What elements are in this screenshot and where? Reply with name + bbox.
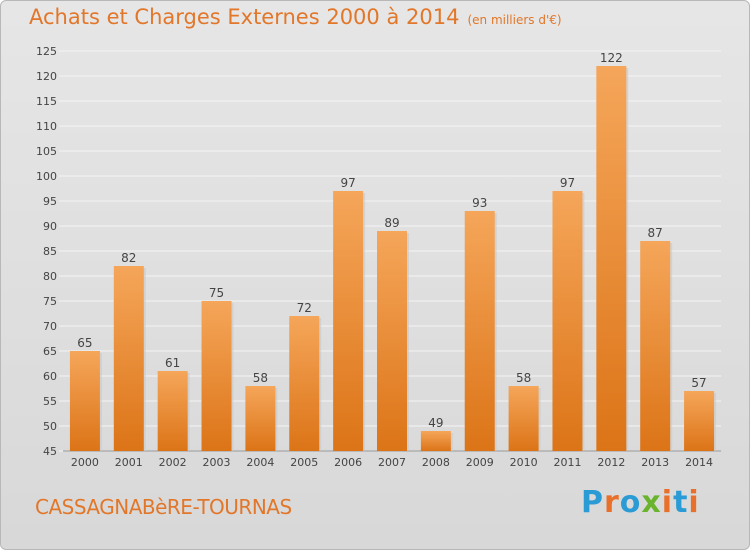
data-label: 65 (77, 336, 92, 350)
y-tick-label: 85 (43, 245, 57, 258)
bar (552, 191, 583, 451)
bar (464, 211, 495, 451)
bar (245, 386, 276, 451)
proxiti-logo: Proxiti (581, 485, 700, 520)
logo-letter: P (581, 485, 604, 520)
logo-letter: i (661, 485, 674, 520)
data-label: 89 (384, 216, 399, 230)
bar (333, 191, 364, 451)
y-tick-label: 80 (43, 270, 57, 283)
x-tick-label: 2008 (422, 456, 450, 469)
y-tick-label: 50 (43, 420, 57, 433)
chart-subtitle: (en milliers d'€) (467, 13, 562, 27)
bar (420, 431, 451, 451)
x-tick-label: 2002 (159, 456, 187, 469)
y-tick-label: 65 (43, 345, 57, 358)
bar (640, 241, 671, 451)
data-label: 93 (472, 196, 487, 210)
x-tick-label: 2005 (290, 456, 318, 469)
data-label: 122 (600, 51, 623, 65)
y-tick-label: 110 (36, 120, 57, 133)
y-tick-label: 120 (36, 70, 57, 83)
town-name: CASSAGNABèRE-TOURNAS (35, 495, 292, 519)
bar (377, 231, 407, 451)
bar (157, 371, 188, 451)
x-tick-label: 2010 (510, 456, 538, 469)
chart-title-text: Achats et Charges Externes 2000 à 2014 (29, 5, 460, 29)
data-label: 61 (165, 356, 180, 370)
x-tick-label: 2007 (378, 456, 406, 469)
y-tick-label: 90 (43, 220, 57, 233)
x-tick-label: 2000 (71, 456, 99, 469)
x-tick-label: 2014 (685, 456, 713, 469)
data-label: 49 (428, 416, 443, 430)
bar (289, 316, 320, 451)
logo-letter: o (619, 485, 642, 520)
data-label: 58 (253, 371, 268, 385)
logo-letter: t (673, 485, 689, 520)
y-tick-label: 95 (43, 195, 57, 208)
logo-letter: i (688, 485, 700, 520)
y-tick-label: 70 (43, 320, 57, 333)
data-label: 57 (691, 376, 706, 390)
x-tick-label: 2013 (641, 456, 669, 469)
data-label: 82 (121, 251, 136, 265)
bar (684, 391, 715, 451)
data-label: 97 (560, 176, 575, 190)
y-tick-label: 100 (36, 170, 57, 183)
x-tick-label: 2004 (246, 456, 274, 469)
y-tick-label: 125 (36, 45, 57, 58)
y-tick-label: 75 (43, 295, 57, 308)
y-tick-label: 45 (43, 445, 57, 458)
x-tick-label: 2003 (203, 456, 231, 469)
data-label: 97 (340, 176, 355, 190)
bar (508, 386, 539, 451)
chart-title: Achats et Charges Externes 2000 à 2014 (e… (29, 5, 562, 29)
y-tick-label: 105 (36, 145, 57, 158)
logo-letter: r (604, 485, 620, 520)
x-tick-label: 2011 (553, 456, 581, 469)
y-tick-label: 55 (43, 395, 57, 408)
data-label: 72 (297, 301, 312, 315)
bar (596, 66, 627, 451)
x-tick-label: 2012 (597, 456, 625, 469)
data-label: 58 (516, 371, 531, 385)
x-tick-label: 2009 (466, 456, 494, 469)
data-label: 75 (209, 286, 224, 300)
data-label: 87 (648, 226, 663, 240)
bar (201, 301, 232, 451)
bar (69, 351, 100, 451)
x-tick-label: 2006 (334, 456, 362, 469)
bar (113, 266, 144, 451)
y-tick-label: 115 (36, 95, 57, 108)
x-tick-label: 2001 (115, 456, 143, 469)
y-tick-label: 60 (43, 370, 57, 383)
logo-letter: x (641, 485, 662, 520)
